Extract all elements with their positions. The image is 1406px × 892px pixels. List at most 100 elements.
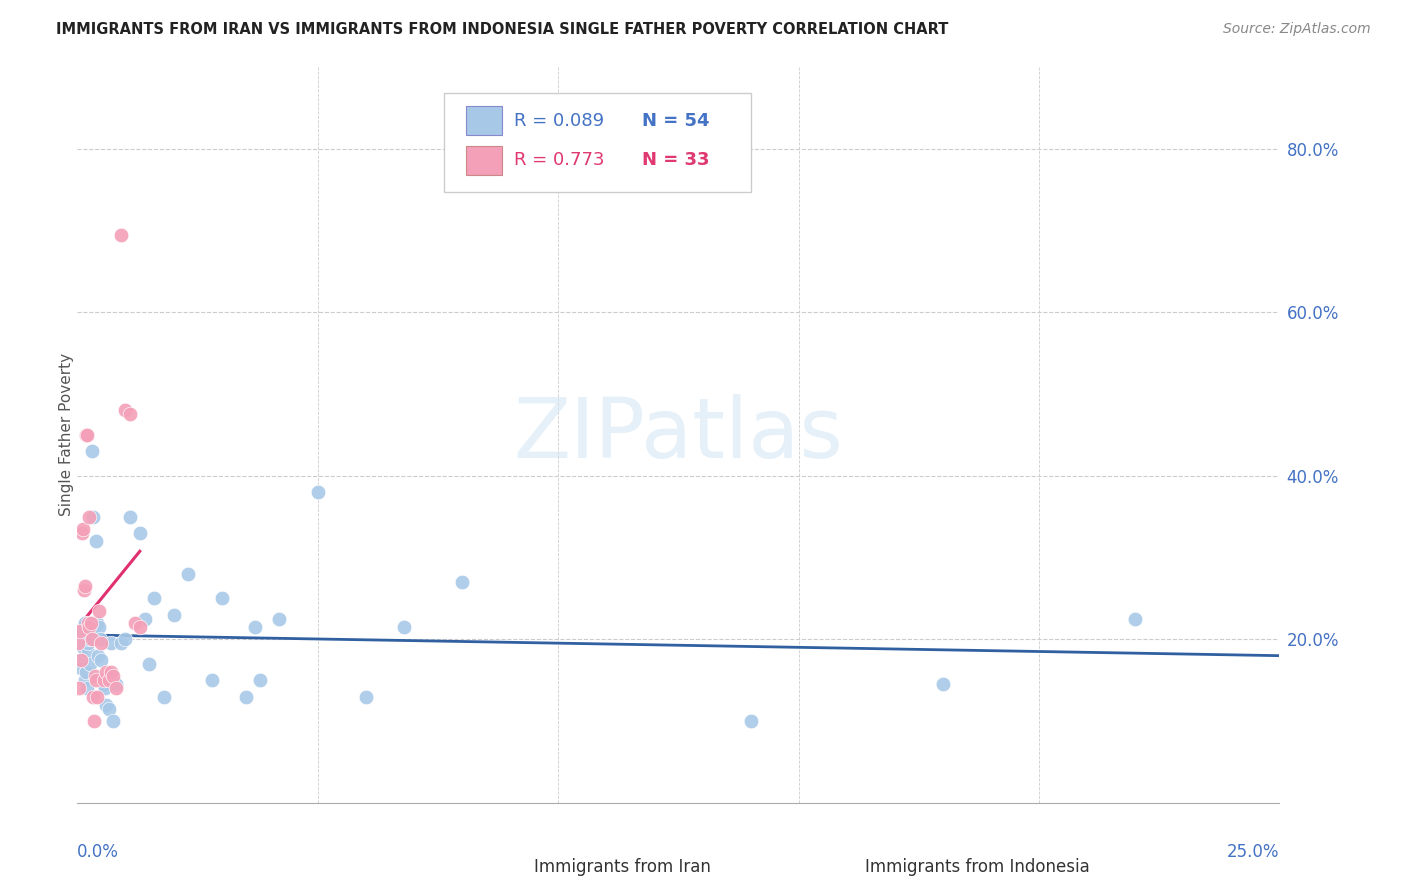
Point [82, 690, 104, 704]
Point [269, 612, 291, 626]
Point [75, 428, 97, 442]
FancyBboxPatch shape [465, 106, 502, 136]
Text: 0.0%: 0.0% [77, 843, 120, 862]
Point [177, 566, 200, 581]
Point [354, 690, 377, 704]
Point [201, 673, 224, 688]
Point [94, 681, 117, 696]
Point [67, 681, 90, 696]
Point [83, 624, 105, 639]
Point [84, 673, 107, 688]
Point [73, 579, 96, 593]
Point [235, 690, 257, 704]
Point [67, 632, 90, 647]
Point [96, 698, 118, 712]
Text: N = 33: N = 33 [643, 152, 710, 169]
Point [138, 657, 160, 671]
Point [84, 534, 107, 549]
Text: Immigrants from Iran: Immigrants from Iran [534, 858, 711, 876]
Point [87, 620, 110, 634]
Point [100, 636, 122, 650]
Point [114, 632, 136, 647]
Point [93, 673, 115, 688]
Point [70, 624, 93, 639]
Point [451, 575, 474, 590]
Point [120, 408, 142, 422]
Point [128, 526, 150, 541]
Point [69, 624, 91, 639]
Point [70, 526, 93, 541]
Point [100, 665, 122, 679]
Point [932, 677, 955, 691]
Point [72, 632, 94, 647]
Point [80, 444, 103, 458]
Point [76, 428, 98, 442]
Point [162, 607, 184, 622]
Point [77, 644, 100, 658]
Point [740, 714, 762, 728]
Point [82, 509, 104, 524]
Point [79, 632, 101, 647]
Point [77, 620, 100, 634]
FancyBboxPatch shape [811, 834, 849, 862]
Point [110, 636, 132, 650]
Text: IMMIGRANTS FROM IRAN VS IMMIGRANTS FROM INDONESIA SINGLE FATHER POVERTY CORRELAT: IMMIGRANTS FROM IRAN VS IMMIGRANTS FROM … [56, 22, 949, 37]
Point [79, 509, 101, 524]
Point [128, 620, 150, 634]
Point [103, 714, 125, 728]
Point [67, 636, 90, 650]
Point [80, 615, 103, 630]
Text: ZIPatlas: ZIPatlas [513, 394, 844, 475]
Point [83, 714, 105, 728]
Point [110, 227, 132, 242]
Text: Source: ZipAtlas.com: Source: ZipAtlas.com [1223, 22, 1371, 37]
Point [83, 669, 105, 683]
Point [87, 604, 110, 618]
Point [70, 653, 93, 667]
Point [120, 509, 142, 524]
Point [82, 632, 104, 647]
Y-axis label: Single Father Poverty: Single Father Poverty [59, 353, 73, 516]
Point [90, 653, 112, 667]
Point [76, 681, 98, 696]
Point [394, 620, 416, 634]
Point [86, 648, 108, 663]
Point [96, 665, 118, 679]
Point [73, 615, 96, 630]
Point [97, 702, 120, 716]
Point [73, 673, 96, 688]
Point [153, 690, 176, 704]
Point [104, 677, 127, 691]
Point [104, 681, 127, 696]
FancyBboxPatch shape [465, 145, 502, 175]
Point [90, 636, 112, 650]
Point [77, 615, 100, 630]
Point [72, 522, 94, 536]
Point [72, 583, 94, 598]
Point [86, 615, 108, 630]
Point [143, 591, 166, 606]
Point [245, 620, 267, 634]
Point [89, 632, 111, 647]
Point [134, 612, 156, 626]
Point [103, 669, 125, 683]
Point [211, 591, 233, 606]
Point [97, 673, 120, 688]
Point [69, 653, 91, 667]
Text: R = 0.089: R = 0.089 [513, 112, 603, 129]
Text: Immigrants from Indonesia: Immigrants from Indonesia [865, 858, 1090, 876]
Point [79, 657, 101, 671]
Point [124, 615, 146, 630]
Point [249, 673, 271, 688]
Point [93, 677, 115, 691]
Text: N = 54: N = 54 [643, 112, 710, 129]
Point [70, 661, 93, 675]
Point [114, 403, 136, 417]
Point [77, 636, 100, 650]
FancyBboxPatch shape [444, 93, 751, 192]
FancyBboxPatch shape [479, 834, 519, 862]
Point [1123, 612, 1146, 626]
Point [307, 485, 329, 500]
Point [86, 690, 108, 704]
Point [80, 632, 103, 647]
